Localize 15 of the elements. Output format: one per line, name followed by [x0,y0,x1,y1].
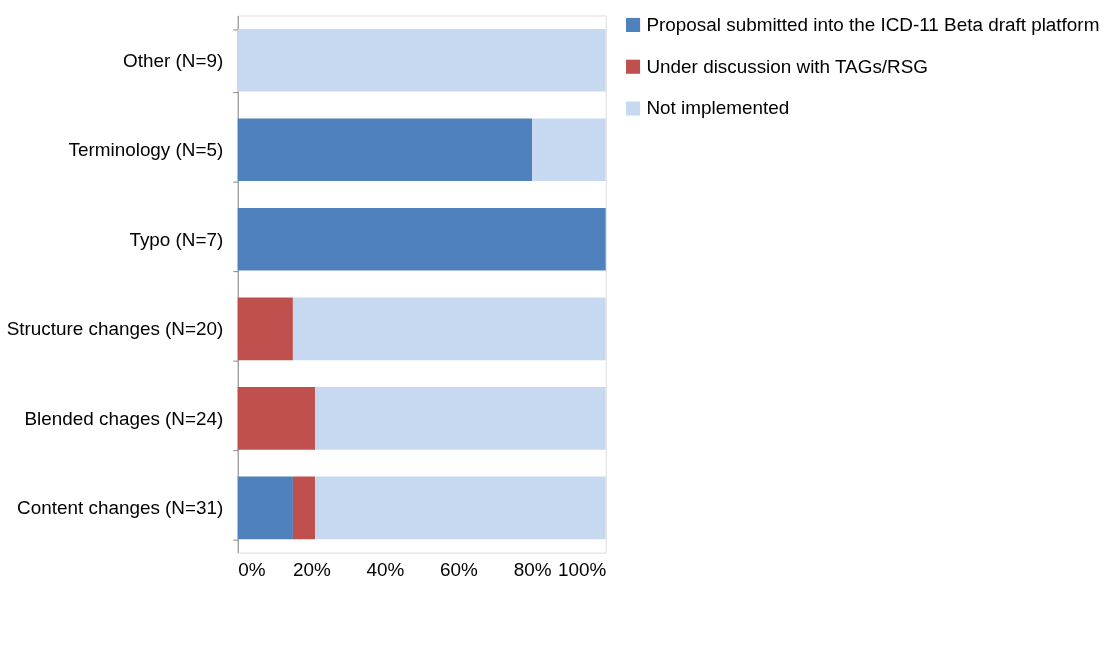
y-tick-label: Typo (N=7) [129,228,224,250]
x-tick-label: 100% [557,558,607,580]
legend-label: Not implemented [646,97,790,119]
legend-label: Proposal submitted into the ICD-11 Beta draft platform [646,13,1100,35]
x-tick-label: 80% [513,558,552,580]
x-tick-label: 0% [238,558,266,580]
x-tick-label: 20% [292,558,331,580]
y-tick-label: Structure changes (N=20) [6,318,224,340]
y-tick-label: Terminology (N=5) [68,139,224,161]
x-tick-label: 40% [366,558,405,580]
legend-label: Under discussion with TAGs/RSG [646,55,928,77]
y-tick-label: Blended chages (N=24) [24,407,224,429]
y-tick-label: Content changes (N=31) [17,497,224,519]
y-tick-label: Other (N=9) [123,49,224,71]
x-tick-label: 60% [440,558,479,580]
